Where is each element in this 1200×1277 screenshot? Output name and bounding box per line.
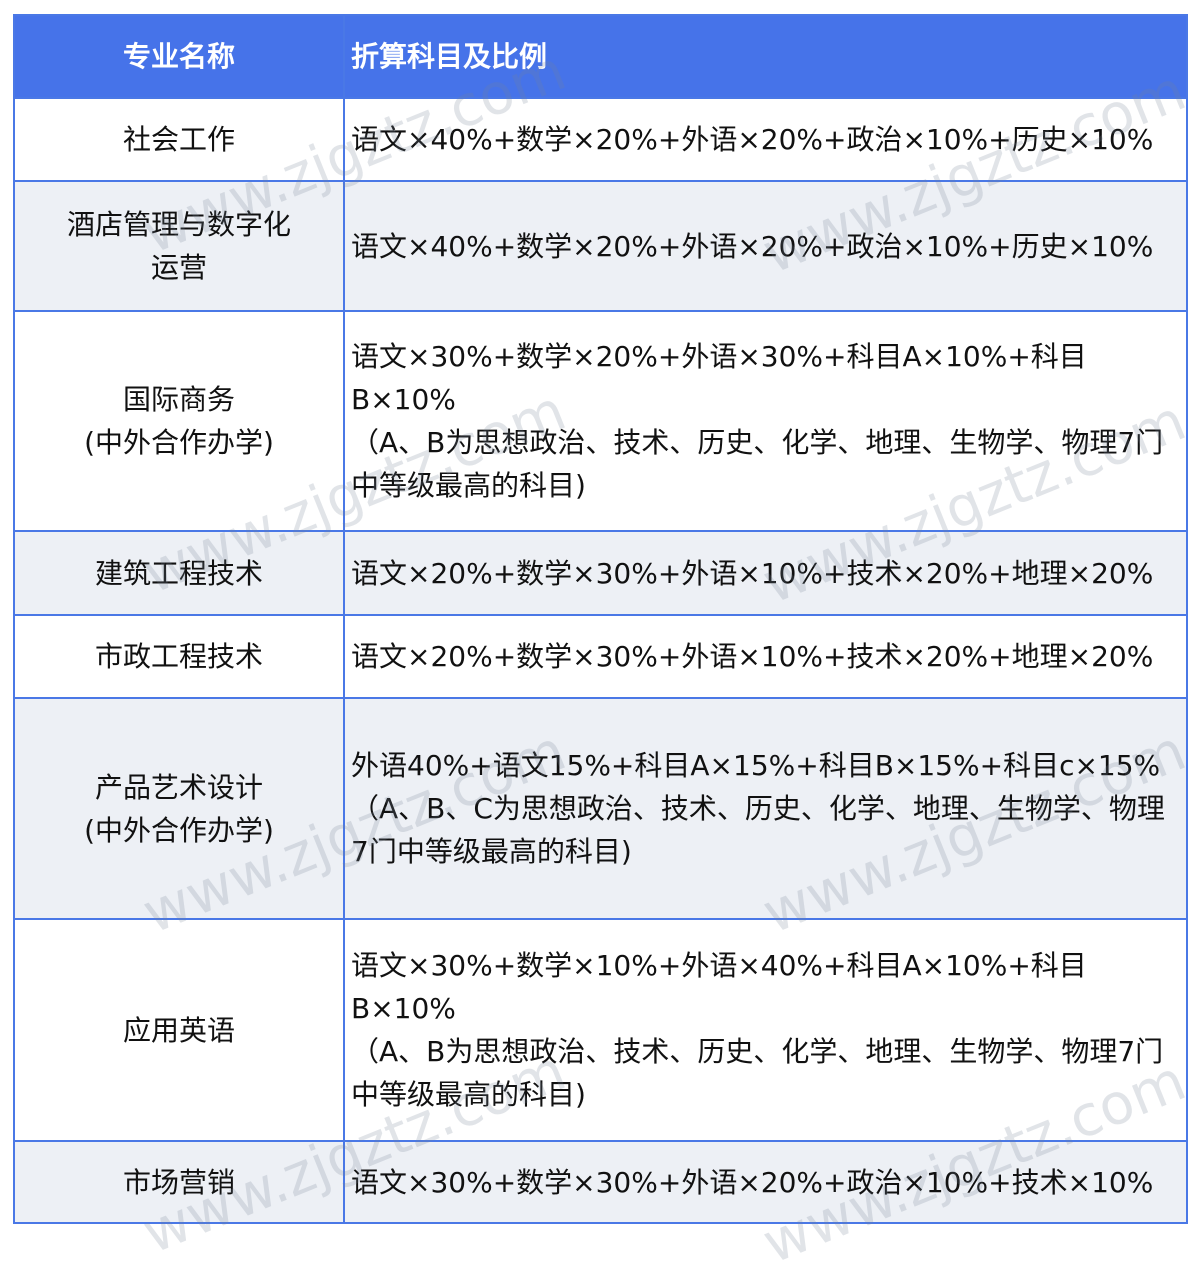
table-row: 应用英语 语文×30%+数学×10%+外语×40%+科目A×10%+科目B×10… [13, 918, 1188, 1142]
major-cell: 市政工程技术 [13, 614, 345, 699]
header-formula: 折算科目及比例 [343, 14, 1188, 99]
major-cell: 产品艺术设计 (中外合作办学) [13, 697, 345, 920]
table-row: 市场营销 语文×30%+数学×30%+外语×20%+政治×10%+技术×10% [13, 1140, 1188, 1224]
formula-cell: 语文×20%+数学×30%+外语×10%+技术×20%+地理×20% [343, 530, 1188, 616]
major-cell: 建筑工程技术 [13, 530, 345, 616]
formula-cell: 语文×40%+数学×20%+外语×20%+政治×10%+历史×10% [343, 97, 1188, 182]
table-header-row: 专业名称 折算科目及比例 [13, 14, 1188, 99]
major-cell: 国际商务 (中外合作办学) [13, 310, 345, 532]
formula-cell: 语文×30%+数学×30%+外语×20%+政治×10%+技术×10% [343, 1140, 1188, 1224]
table-row: 建筑工程技术 语文×20%+数学×30%+外语×10%+技术×20%+地理×20… [13, 530, 1188, 616]
formula-cell: 语文×40%+数学×20%+外语×20%+政治×10%+历史×10% [343, 180, 1188, 312]
major-cell: 应用英语 [13, 918, 345, 1142]
table-row: 产品艺术设计 (中外合作办学) 外语40%+语文15%+科目A×15%+科目B×… [13, 697, 1188, 920]
formula-cell: 语文×30%+数学×10%+外语×40%+科目A×10%+科目B×10% （A、… [343, 918, 1188, 1142]
formula-cell: 语文×30%+数学×20%+外语×30%+科目A×10%+科目B×10% （A、… [343, 310, 1188, 532]
table-row: 国际商务 (中外合作办学) 语文×30%+数学×20%+外语×30%+科目A×1… [13, 310, 1188, 532]
major-cell: 酒店管理与数字化运营 [13, 180, 345, 312]
table-row: 市政工程技术 语文×20%+数学×30%+外语×10%+技术×20%+地理×20… [13, 614, 1188, 699]
major-cell: 市场营销 [13, 1140, 345, 1224]
formula-cell: 语文×20%+数学×30%+外语×10%+技术×20%+地理×20% [343, 614, 1188, 699]
table-row: 酒店管理与数字化运营 语文×40%+数学×20%+外语×20%+政治×10%+历… [13, 180, 1188, 312]
formula-cell: 外语40%+语文15%+科目A×15%+科目B×15%+科目c×15% （A、B… [343, 697, 1188, 920]
header-major: 专业名称 [13, 14, 345, 99]
admission-score-table: 专业名称 折算科目及比例 社会工作 语文×40%+数学×20%+外语×20%+政… [13, 14, 1188, 1224]
major-cell: 社会工作 [13, 97, 345, 182]
table-row: 社会工作 语文×40%+数学×20%+外语×20%+政治×10%+历史×10% [13, 97, 1188, 182]
